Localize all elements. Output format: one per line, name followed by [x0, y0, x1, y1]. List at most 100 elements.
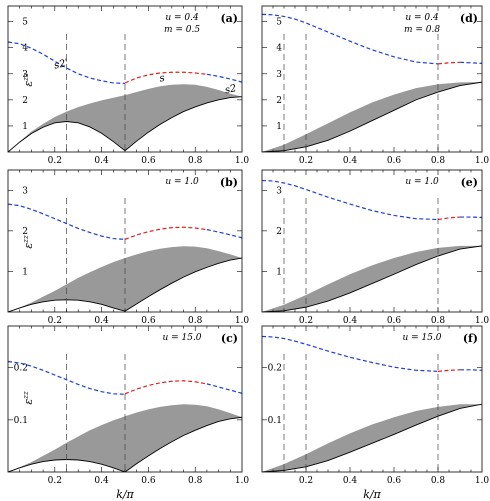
x-tick-label: 1.0: [475, 156, 490, 166]
x-tick-label: 0.2: [299, 476, 313, 486]
y-tick-label: 4: [276, 44, 282, 54]
y-axis-label: εzz: [22, 235, 35, 249]
y-tick-label: 2: [276, 227, 282, 237]
x-tick-label: 0.8: [188, 316, 203, 326]
x-tick-label: 0.4: [94, 156, 109, 166]
x-tick-label: 0.2: [48, 476, 62, 486]
x-tick-label: 1.0: [475, 316, 490, 326]
panel-c: 0.2 0.4 0.6 0.8 1.0 0.1 0.2 u = 15.0 (c) εzz k/π: [7, 325, 250, 501]
x-tick-label: 0.2: [299, 156, 313, 166]
plot-area: [262, 335, 482, 472]
panel-f: 0.2 0.4 0.6 0.8 1.0 0.1 0.2 u = 15.0 (f) k/π: [261, 325, 490, 501]
series-line-red: [437, 369, 461, 372]
plot-area: [8, 198, 242, 312]
x-tick-label: 0.6: [387, 476, 402, 486]
axes-frame: [261, 5, 483, 153]
y-tick-label: 2: [276, 96, 282, 106]
series-line-blue: [262, 335, 439, 372]
y-tick-label: 3: [22, 70, 28, 80]
panel-a: s2' s s2 0.2 0.4 0.6 0.8 1.0 1 2 3 4 5 u = 0.4 m = 0.5…: [7, 5, 250, 166]
band-lower-edge: [8, 416, 242, 472]
series-line-blue: [262, 179, 439, 221]
x-tick-label: 0.8: [431, 156, 446, 166]
y-tick-label: 1: [276, 122, 282, 132]
parameter-label: m = 0.8: [404, 25, 440, 35]
plot-area: [8, 34, 242, 152]
parameter-label: m = 0.5: [164, 25, 200, 35]
panel-tag: (f): [463, 332, 478, 345]
y-tick-label: 5: [22, 18, 28, 28]
parameter-label: u = 1.0: [405, 177, 439, 187]
axes-frame: [261, 169, 483, 313]
continuum-band: [262, 404, 482, 472]
axes-frame: [261, 325, 483, 473]
x-tick-label: 0.6: [387, 156, 402, 166]
y-tick-label: 2: [22, 96, 28, 106]
series-line-red: [437, 61, 461, 65]
x-tick-label: 0.8: [188, 476, 203, 486]
x-tick-label: 1.0: [235, 156, 250, 166]
parameter-label: u = 0.4: [165, 13, 199, 23]
x-tick-label: 0.2: [299, 316, 313, 326]
continuum-band: [262, 82, 482, 152]
y-tick-label: 4: [22, 44, 28, 54]
plot-area: [262, 179, 482, 312]
x-axis-label: k/π: [116, 488, 134, 501]
x-tick-label: 0.6: [387, 316, 402, 326]
x-tick-label: 0.4: [343, 156, 358, 166]
band-lower-edge: [262, 81, 482, 152]
continuum-band: [262, 245, 482, 312]
series-line-blue: [460, 369, 482, 371]
x-tick-label: 0.4: [94, 476, 109, 486]
x-tick-label: 0.8: [188, 156, 203, 166]
series-line-red: [437, 216, 461, 221]
parameter-label: u = 1.0: [165, 177, 199, 187]
y-tick-label: 2: [22, 227, 28, 237]
y-tick-label: 5: [276, 18, 282, 28]
y-tick-label: 3: [22, 186, 28, 196]
band-lower-edge: [262, 403, 482, 472]
x-tick-label: 1.0: [235, 476, 250, 486]
y-tick-label: 0.1: [14, 416, 28, 426]
x-tick-label: 1.0: [475, 476, 490, 486]
band-lower-edge: [262, 245, 482, 312]
series-line-blue: [8, 203, 126, 240]
plot-area: [8, 354, 242, 472]
panel-b: 0.2 0.4 0.6 0.8 1.0 1 2 3 u = 1.0 (b) εzz: [7, 169, 250, 326]
panel-d: 0.2 0.4 0.6 0.8 1.0 1 2 3 4 5 u = 0.4 m = 0.8 (d): [261, 5, 490, 166]
x-tick-label: 0.6: [141, 156, 156, 166]
x-tick-label: 0.6: [141, 316, 156, 326]
x-tick-label: 0.6: [141, 476, 156, 486]
parameter-label: u = 15.0: [162, 333, 201, 343]
y-tick-label: 1: [276, 267, 282, 277]
series-line-red: [124, 226, 207, 240]
x-tick-label: 0.4: [343, 316, 358, 326]
panel-tag: (b): [220, 176, 238, 189]
series-line-blue: [206, 383, 242, 394]
series-line-blue: [262, 13, 439, 65]
panel-tag: (c): [221, 332, 238, 345]
panel-tag: (d): [460, 12, 478, 25]
panel-tag: (e): [461, 176, 478, 189]
x-tick-label: 1.0: [235, 316, 250, 326]
y-tick-label: 1: [22, 122, 28, 132]
parameter-label: u = 0.4: [405, 13, 439, 23]
y-axis-label: εzz: [22, 391, 35, 405]
series-line-blue: [206, 229, 242, 239]
y-axis-label: εzz: [22, 73, 35, 87]
panel-tag: (a): [220, 12, 238, 25]
x-tick-label: 0.8: [431, 316, 446, 326]
y-tick-label: 0.2: [268, 364, 282, 374]
y-tick-label: 3: [276, 186, 282, 196]
x-tick-label: 0.4: [94, 316, 109, 326]
x-tick-label: 0.2: [48, 156, 62, 166]
y-tick-label: 0.1: [268, 416, 282, 426]
series-line-blue: [8, 41, 126, 85]
y-tick-label: 3: [276, 70, 282, 80]
parameter-label: u = 15.0: [402, 333, 441, 343]
curve-label: s2: [224, 83, 238, 96]
x-axis-label: k/π: [363, 488, 381, 501]
curve-label: s: [158, 73, 165, 85]
panel-e: 0.2 0.4 0.6 0.8 1.0 1 2 3 u = 1.0 (e): [261, 169, 490, 326]
